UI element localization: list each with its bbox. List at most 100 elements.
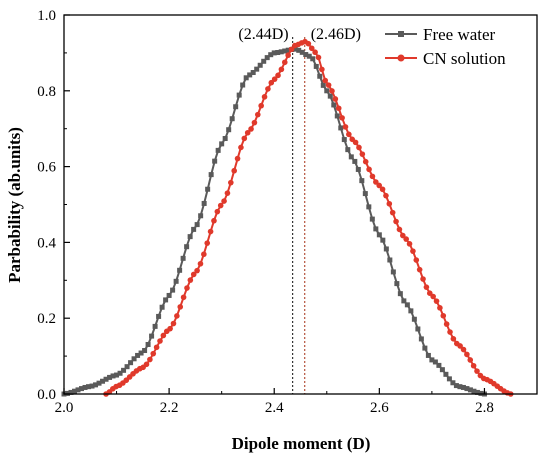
data-point: [447, 329, 453, 335]
data-point: [383, 192, 389, 199]
data-point: [177, 304, 184, 310]
data-point: [271, 76, 278, 82]
data-point: [460, 384, 466, 390]
data-point: [334, 113, 340, 119]
data-point: [156, 313, 162, 319]
data-point: [72, 388, 78, 394]
data-point: [219, 141, 225, 147]
data-point: [376, 182, 383, 189]
data-point: [359, 178, 365, 184]
data-point: [135, 352, 141, 358]
legend-label-cn-solution: CN solution: [423, 49, 506, 68]
data-point: [166, 292, 172, 298]
data-point: [467, 387, 473, 393]
data-point: [322, 77, 329, 84]
data-point: [261, 58, 267, 64]
data-point: [383, 246, 389, 252]
data-point: [124, 364, 130, 370]
data-point: [201, 200, 207, 206]
series-free-water: [61, 46, 487, 397]
data-point: [240, 82, 246, 88]
data-point: [450, 380, 456, 386]
data-point: [215, 147, 221, 153]
data-point: [278, 66, 285, 73]
data-point: [366, 204, 372, 210]
data-point: [380, 237, 386, 243]
data-point: [226, 127, 232, 133]
data-point: [282, 48, 288, 54]
data-point: [397, 291, 403, 297]
data-point: [86, 384, 92, 390]
data-point: [443, 321, 450, 327]
data-point: [149, 333, 155, 339]
data-point: [305, 40, 312, 47]
data-point: [288, 46, 295, 53]
data-point: [325, 82, 332, 88]
data-point: [145, 341, 151, 347]
data-point: [332, 96, 339, 102]
data-point: [299, 49, 305, 55]
data-point: [163, 297, 169, 303]
data-point: [292, 46, 298, 52]
data-point: [411, 316, 417, 322]
data-point: [191, 226, 197, 232]
x-tick-label: 2.6: [370, 400, 389, 416]
data-point: [404, 302, 410, 308]
x-tick-label: 2.2: [160, 400, 179, 416]
data-point: [138, 350, 144, 356]
axes: 2.0 2.2 2.4 2.6 2.8 0.0 0.2 0.4 0.6 0.8 1.0: [37, 8, 538, 416]
data-point: [313, 63, 319, 69]
data-point: [121, 367, 127, 373]
data-point: [236, 92, 242, 98]
data-point: [208, 172, 214, 178]
data-point: [248, 126, 254, 132]
data-point: [128, 360, 134, 366]
series-line-free-water: [63, 48, 485, 395]
data-point: [198, 213, 204, 219]
data-point: [224, 190, 231, 196]
data-point: [355, 166, 361, 172]
series-cn-solution: [103, 38, 514, 397]
plot-area: (2.44D) (2.46D): [61, 26, 514, 397]
data-point: [96, 380, 102, 386]
data-point: [464, 351, 470, 358]
data-point: [254, 111, 261, 118]
data-point: [423, 284, 430, 290]
data-point: [432, 359, 438, 365]
data-point: [251, 119, 258, 126]
y-tick-label: 1.0: [37, 8, 56, 24]
data-point: [410, 248, 416, 254]
data-point: [254, 66, 260, 72]
data-point: [184, 285, 190, 291]
data-point: [320, 82, 326, 88]
data-point: [268, 79, 275, 86]
data-point: [275, 72, 281, 79]
data-point: [264, 55, 270, 61]
data-point: [373, 179, 379, 185]
data-point: [439, 367, 445, 373]
data-point: [460, 346, 467, 353]
data-point: [204, 240, 211, 246]
data-point: [429, 357, 435, 363]
data-point: [331, 102, 337, 108]
data-point: [177, 267, 183, 273]
data-point: [346, 131, 352, 138]
data-point: [319, 66, 325, 73]
data-point: [425, 352, 431, 358]
data-point: [352, 139, 359, 146]
legend-marker-cn-solution: [397, 54, 405, 62]
data-point: [386, 200, 393, 207]
data-point: [167, 325, 173, 332]
data-point: [244, 129, 251, 136]
data-point: [214, 208, 221, 215]
data-point: [296, 47, 302, 53]
data-point: [389, 209, 396, 216]
data-point: [197, 260, 204, 267]
data-point: [265, 86, 271, 92]
data-point: [359, 151, 366, 157]
data-point: [187, 277, 194, 283]
data-point: [457, 343, 463, 349]
data-point: [250, 70, 256, 76]
data-point: [180, 294, 187, 301]
data-point: [194, 222, 200, 228]
